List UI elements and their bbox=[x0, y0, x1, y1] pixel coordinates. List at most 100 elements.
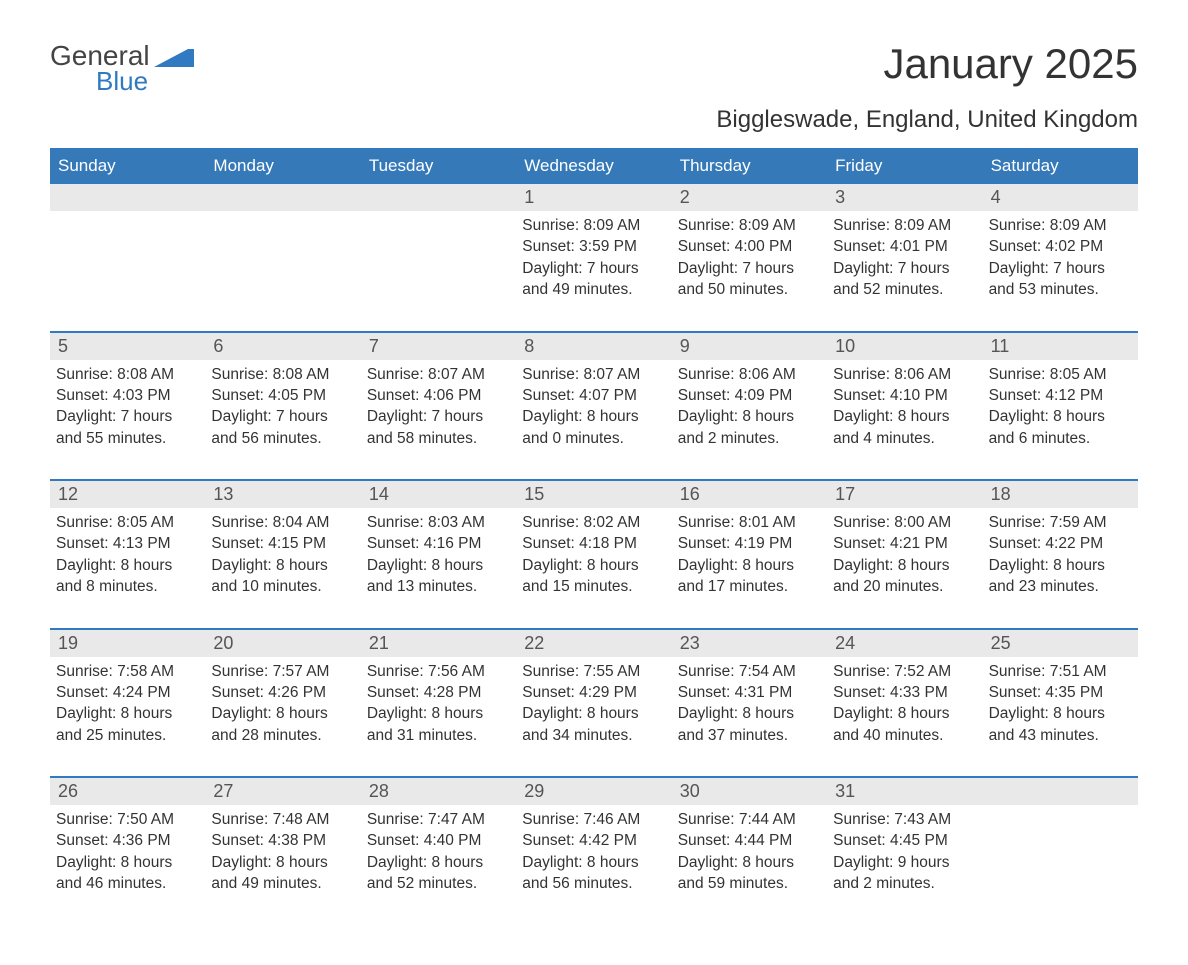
day-number bbox=[50, 184, 205, 211]
day-number: 4 bbox=[983, 184, 1138, 211]
sunset-text: Sunset: 4:10 PM bbox=[833, 385, 974, 406]
sunset-text: Sunset: 4:18 PM bbox=[522, 533, 663, 554]
sunset-text: Sunset: 4:00 PM bbox=[678, 236, 819, 257]
day-number: 12 bbox=[50, 481, 205, 508]
day-cell: Sunrise: 8:07 AMSunset: 4:06 PMDaylight:… bbox=[361, 360, 516, 480]
sunrise-text: Sunrise: 7:47 AM bbox=[367, 809, 508, 830]
day-cell: Sunrise: 8:08 AMSunset: 4:05 PMDaylight:… bbox=[205, 360, 360, 480]
location-text: Biggleswade, England, United Kingdom bbox=[716, 106, 1138, 134]
sunrise-text: Sunrise: 8:07 AM bbox=[367, 364, 508, 385]
daylight-text: Daylight: 8 hours and 6 minutes. bbox=[989, 406, 1130, 449]
day-number: 28 bbox=[361, 778, 516, 805]
logo: General Blue bbox=[50, 40, 194, 97]
day-cell: Sunrise: 8:06 AMSunset: 4:10 PMDaylight:… bbox=[827, 360, 982, 480]
sunrise-text: Sunrise: 7:44 AM bbox=[678, 809, 819, 830]
header: General Blue January 2025 Biggleswade, E… bbox=[50, 40, 1138, 134]
day-number: 15 bbox=[516, 481, 671, 508]
weekday-header-row: SundayMondayTuesdayWednesdayThursdayFrid… bbox=[50, 150, 1138, 182]
sunrise-text: Sunrise: 7:58 AM bbox=[56, 661, 197, 682]
sunset-text: Sunset: 4:06 PM bbox=[367, 385, 508, 406]
sunrise-text: Sunrise: 8:09 AM bbox=[833, 215, 974, 236]
sunset-text: Sunset: 4:07 PM bbox=[522, 385, 663, 406]
sunset-text: Sunset: 4:09 PM bbox=[678, 385, 819, 406]
sunset-text: Sunset: 4:38 PM bbox=[211, 830, 352, 851]
sunrise-text: Sunrise: 8:09 AM bbox=[678, 215, 819, 236]
sunset-text: Sunset: 4:02 PM bbox=[989, 236, 1130, 257]
day-number bbox=[205, 184, 360, 211]
day-cell: Sunrise: 8:02 AMSunset: 4:18 PMDaylight:… bbox=[516, 508, 671, 628]
sunset-text: Sunset: 4:36 PM bbox=[56, 830, 197, 851]
weekday-header: Saturday bbox=[983, 150, 1138, 182]
day-number: 27 bbox=[205, 778, 360, 805]
sunset-text: Sunset: 4:15 PM bbox=[211, 533, 352, 554]
day-cell: Sunrise: 8:05 AMSunset: 4:13 PMDaylight:… bbox=[50, 508, 205, 628]
sunset-text: Sunset: 4:33 PM bbox=[833, 682, 974, 703]
sunset-text: Sunset: 3:59 PM bbox=[522, 236, 663, 257]
day-cell: Sunrise: 8:05 AMSunset: 4:12 PMDaylight:… bbox=[983, 360, 1138, 480]
sunrise-text: Sunrise: 8:01 AM bbox=[678, 512, 819, 533]
sunset-text: Sunset: 4:26 PM bbox=[211, 682, 352, 703]
sunset-text: Sunset: 4:29 PM bbox=[522, 682, 663, 703]
sunset-text: Sunset: 4:40 PM bbox=[367, 830, 508, 851]
weekday-header: Tuesday bbox=[361, 150, 516, 182]
sunrise-text: Sunrise: 7:57 AM bbox=[211, 661, 352, 682]
daylight-text: Daylight: 7 hours and 55 minutes. bbox=[56, 406, 197, 449]
day-cell: Sunrise: 7:52 AMSunset: 4:33 PMDaylight:… bbox=[827, 657, 982, 777]
day-number bbox=[361, 184, 516, 211]
day-cell: Sunrise: 7:54 AMSunset: 4:31 PMDaylight:… bbox=[672, 657, 827, 777]
day-number: 31 bbox=[827, 778, 982, 805]
day-cell: Sunrise: 7:44 AMSunset: 4:44 PMDaylight:… bbox=[672, 805, 827, 925]
sunset-text: Sunset: 4:13 PM bbox=[56, 533, 197, 554]
sunset-text: Sunset: 4:31 PM bbox=[678, 682, 819, 703]
daylight-text: Daylight: 8 hours and 2 minutes. bbox=[678, 406, 819, 449]
sunrise-text: Sunrise: 8:02 AM bbox=[522, 512, 663, 533]
sunrise-text: Sunrise: 7:51 AM bbox=[989, 661, 1130, 682]
day-cell: Sunrise: 7:50 AMSunset: 4:36 PMDaylight:… bbox=[50, 805, 205, 925]
day-cell: Sunrise: 8:09 AMSunset: 4:00 PMDaylight:… bbox=[672, 211, 827, 331]
daylight-text: Daylight: 7 hours and 52 minutes. bbox=[833, 258, 974, 301]
day-number: 16 bbox=[672, 481, 827, 508]
sunrise-text: Sunrise: 8:08 AM bbox=[211, 364, 352, 385]
day-number: 17 bbox=[827, 481, 982, 508]
sunrise-text: Sunrise: 7:55 AM bbox=[522, 661, 663, 682]
day-number: 21 bbox=[361, 630, 516, 657]
daylight-text: Daylight: 8 hours and 10 minutes. bbox=[211, 555, 352, 598]
day-cell: Sunrise: 8:01 AMSunset: 4:19 PMDaylight:… bbox=[672, 508, 827, 628]
daylight-text: Daylight: 8 hours and 20 minutes. bbox=[833, 555, 974, 598]
daylight-text: Daylight: 8 hours and 43 minutes. bbox=[989, 703, 1130, 746]
day-number: 22 bbox=[516, 630, 671, 657]
day-cell: Sunrise: 7:57 AMSunset: 4:26 PMDaylight:… bbox=[205, 657, 360, 777]
day-number: 1 bbox=[516, 184, 671, 211]
sunrise-text: Sunrise: 7:50 AM bbox=[56, 809, 197, 830]
day-cell: Sunrise: 8:03 AMSunset: 4:16 PMDaylight:… bbox=[361, 508, 516, 628]
daylight-text: Daylight: 7 hours and 56 minutes. bbox=[211, 406, 352, 449]
calendar: SundayMondayTuesdayWednesdayThursdayFrid… bbox=[50, 148, 1138, 925]
day-cell: Sunrise: 7:47 AMSunset: 4:40 PMDaylight:… bbox=[361, 805, 516, 925]
sunrise-text: Sunrise: 8:00 AM bbox=[833, 512, 974, 533]
sunrise-text: Sunrise: 8:06 AM bbox=[678, 364, 819, 385]
day-number: 24 bbox=[827, 630, 982, 657]
sunrise-text: Sunrise: 8:03 AM bbox=[367, 512, 508, 533]
day-cell: Sunrise: 8:00 AMSunset: 4:21 PMDaylight:… bbox=[827, 508, 982, 628]
day-number: 14 bbox=[361, 481, 516, 508]
daylight-text: Daylight: 8 hours and 4 minutes. bbox=[833, 406, 974, 449]
sunrise-text: Sunrise: 7:56 AM bbox=[367, 661, 508, 682]
daylight-text: Daylight: 8 hours and 52 minutes. bbox=[367, 852, 508, 895]
calendar-body: 1234Sunrise: 8:09 AMSunset: 3:59 PMDayli… bbox=[50, 182, 1138, 925]
day-number bbox=[983, 778, 1138, 805]
sunset-text: Sunset: 4:16 PM bbox=[367, 533, 508, 554]
daylight-text: Daylight: 7 hours and 49 minutes. bbox=[522, 258, 663, 301]
day-number: 30 bbox=[672, 778, 827, 805]
sunset-text: Sunset: 4:05 PM bbox=[211, 385, 352, 406]
day-cell: Sunrise: 8:09 AMSunset: 4:01 PMDaylight:… bbox=[827, 211, 982, 331]
sunrise-text: Sunrise: 8:09 AM bbox=[989, 215, 1130, 236]
day-cell bbox=[50, 211, 205, 331]
day-number: 2 bbox=[672, 184, 827, 211]
daylight-text: Daylight: 8 hours and 0 minutes. bbox=[522, 406, 663, 449]
day-number: 8 bbox=[516, 333, 671, 360]
day-number: 19 bbox=[50, 630, 205, 657]
day-cell: Sunrise: 8:07 AMSunset: 4:07 PMDaylight:… bbox=[516, 360, 671, 480]
daylight-text: Daylight: 8 hours and 56 minutes. bbox=[522, 852, 663, 895]
daylight-text: Daylight: 7 hours and 53 minutes. bbox=[989, 258, 1130, 301]
day-number: 25 bbox=[983, 630, 1138, 657]
